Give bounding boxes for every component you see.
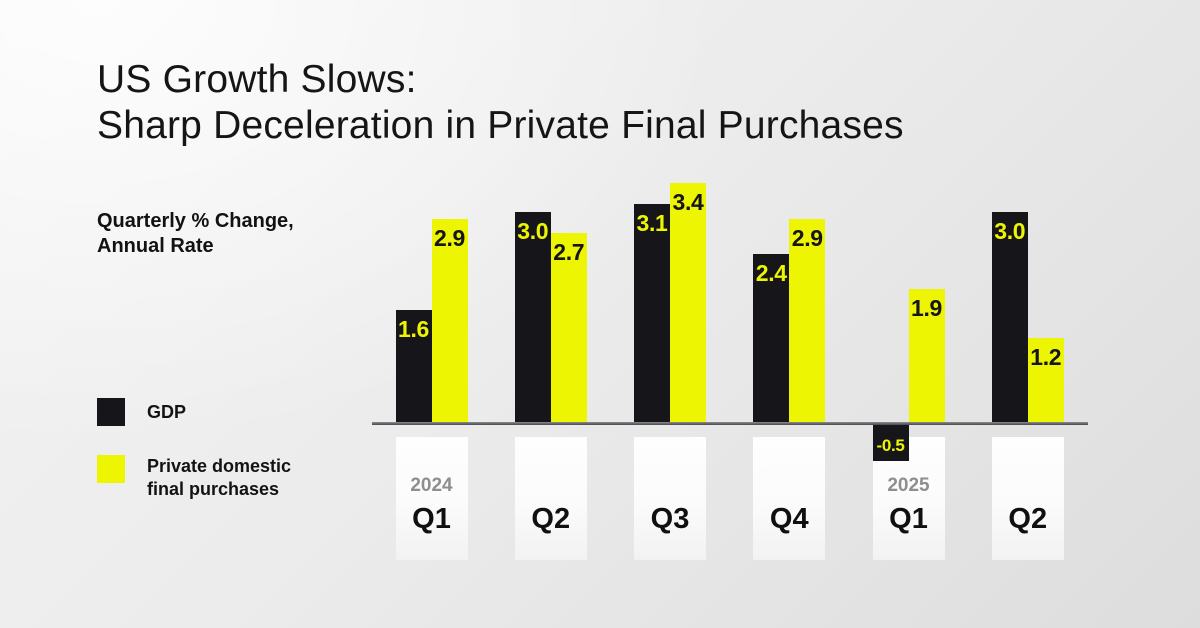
gdp-swatch [97, 398, 125, 426]
quarter-panel: Q2 [514, 437, 587, 560]
bar-value-label: -0.5 [876, 436, 905, 456]
bar-value-label: 3.0 [994, 217, 1026, 244]
bar-value-label: 1.9 [910, 295, 943, 322]
bar-pdfp: 2.9 [431, 218, 468, 423]
bar-gdp: 3.0 [991, 211, 1028, 423]
title-line-2: Sharp Deceleration in Private Final Purc… [97, 104, 904, 147]
pdfp-swatch [97, 455, 125, 483]
bar-pdfp: 1.2 [1027, 338, 1064, 423]
legend-label-pdfp: Private domestic final purchases [147, 455, 291, 501]
quarter-label: Q1 [412, 503, 451, 535]
quarter-panel: Q3 [634, 437, 706, 560]
legend-label-pdfp-line-1: Private domestic [147, 456, 292, 476]
bar-value-label: 1.6 [397, 316, 430, 343]
quarter-label: Q3 [650, 503, 690, 535]
quarter-label: Q1 [889, 503, 928, 535]
quarter-label: Q2 [531, 503, 571, 535]
legend-item-pdfp: Private domestic final purchases [97, 455, 291, 501]
title-line-1: US Growth Slows: [97, 58, 417, 101]
bar-pdfp: 2.9 [789, 218, 826, 423]
quarter-panel: Q2 [991, 437, 1064, 560]
quarter-panel: Q4 [753, 437, 826, 560]
bar-pdfp: 1.9 [908, 289, 945, 423]
bar-gdp: -0.5 [872, 425, 909, 462]
bar-value-label: 3.1 [636, 210, 668, 237]
page-title: US Growth Slows: Sharp Deceleration in P… [97, 57, 904, 149]
x-axis-line [372, 422, 1088, 425]
bar-value-label: 3.0 [517, 217, 549, 244]
legend-item-gdp: GDP [97, 398, 291, 426]
bar-gdp: 3.1 [634, 204, 670, 423]
axis-unit-label: Quarterly % Change, Annual Rate [97, 209, 294, 259]
bar-gdp: 2.4 [753, 253, 790, 423]
bar-gdp: 3.0 [514, 211, 551, 423]
bar-gdp: 1.6 [395, 310, 432, 423]
year-label: 2025 [887, 475, 930, 496]
subtitle-line-2: Annual Rate [97, 235, 214, 257]
bar-value-label: 2.4 [755, 259, 787, 286]
quarter-panel: 2024 Q1 [395, 437, 468, 560]
legend-label-pdfp-line-2: final purchases [147, 479, 280, 499]
bar-pdfp: 3.4 [670, 183, 706, 423]
legend-label-gdp: GDP [147, 401, 187, 422]
legend: GDP Private domestic final purchases [97, 398, 291, 501]
bar-pdfp: 2.7 [550, 232, 587, 423]
bar-value-label: 1.2 [1030, 344, 1062, 371]
bar-value-label: 2.9 [791, 224, 823, 251]
bar-value-label: 2.9 [433, 224, 466, 251]
bar-value-label: 2.7 [553, 238, 585, 265]
year-label: 2024 [410, 475, 453, 496]
quarter-label: Q2 [1008, 503, 1048, 535]
subtitle-line-1: Quarterly % Change, [97, 210, 294, 232]
quarter-label: Q4 [769, 503, 809, 535]
bar-value-label: 3.4 [672, 189, 704, 216]
